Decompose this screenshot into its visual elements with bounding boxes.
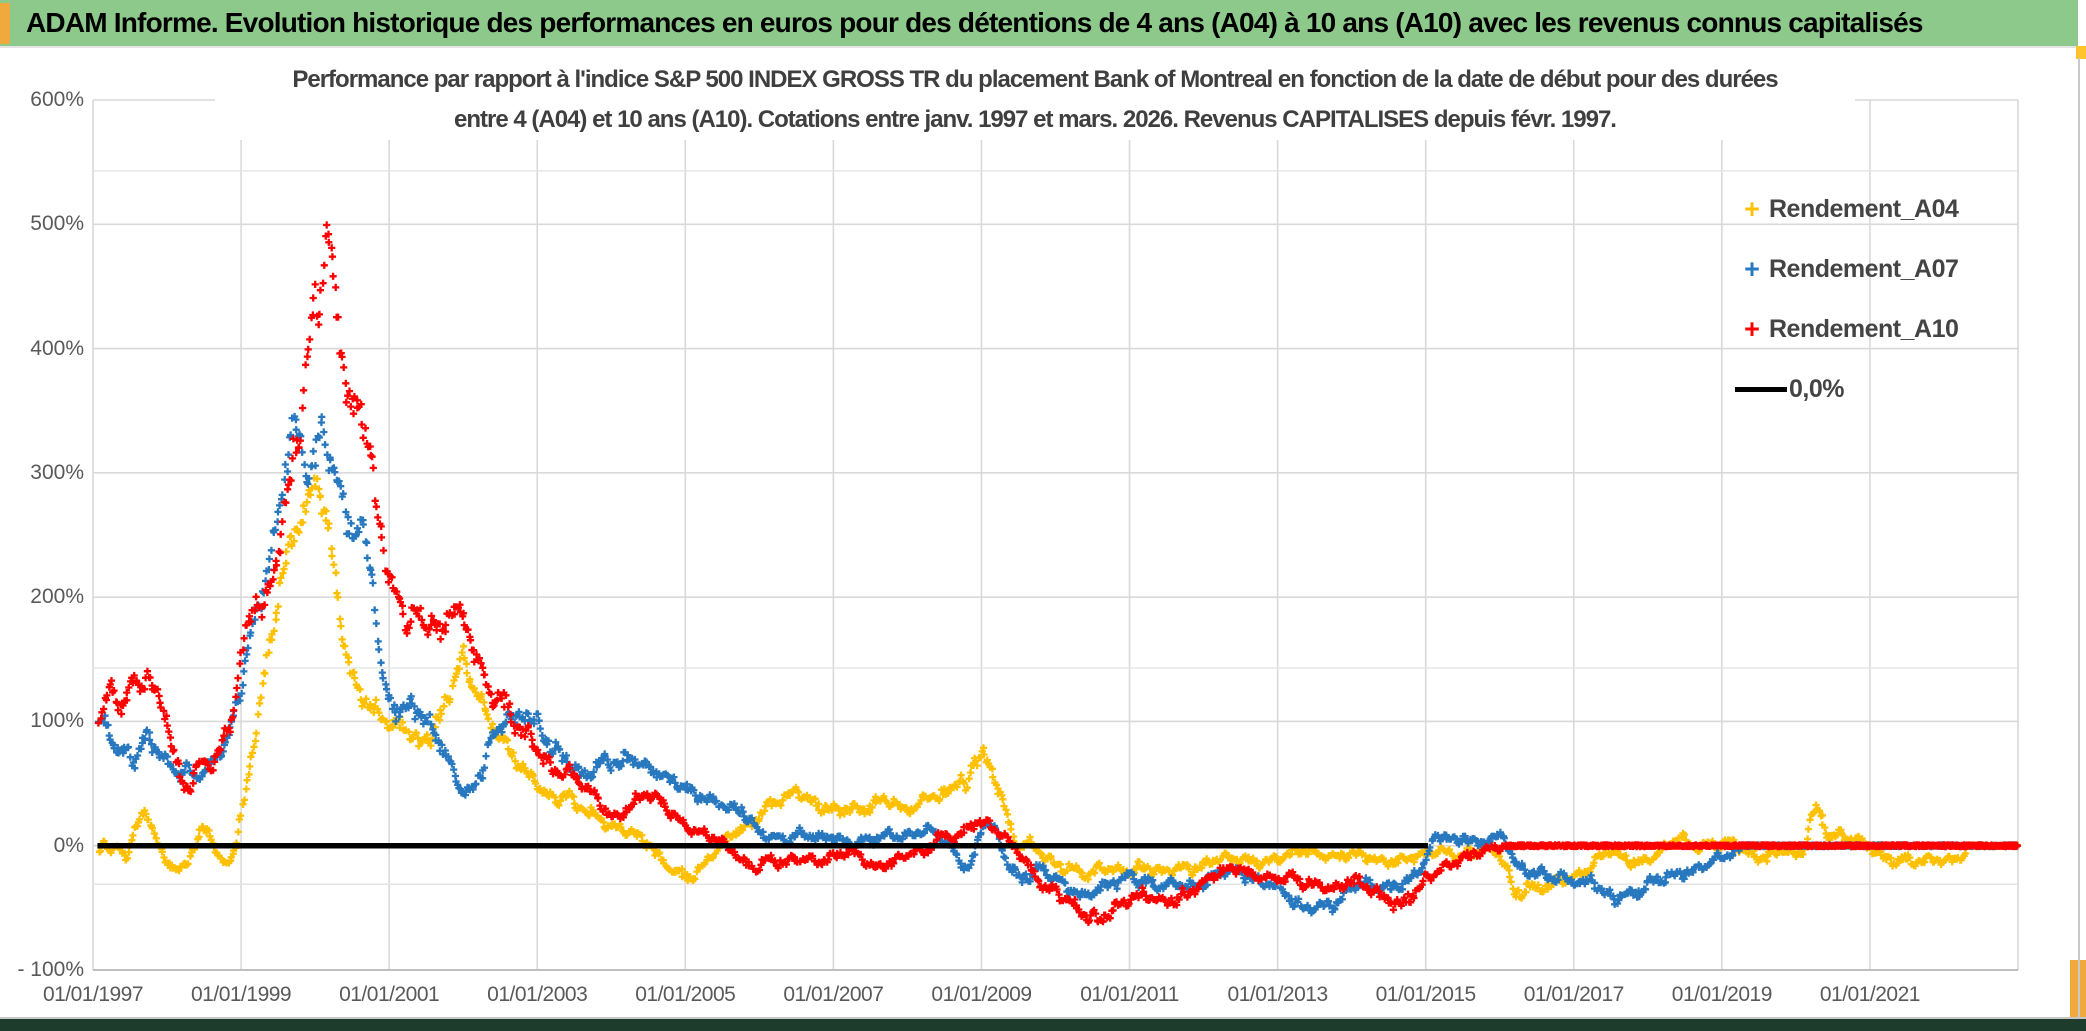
x-tick-label: 01/01/2001 <box>339 983 440 1006</box>
chart-object-border <box>2078 58 2080 1017</box>
x-tick-label: 01/01/2015 <box>1375 983 1477 1006</box>
x-tick-label: 01/01/2009 <box>931 983 1032 1006</box>
banner: ADAM Informe. Evolution historique des p… <box>0 0 2078 48</box>
plus-marker-icon: + <box>1744 193 1760 224</box>
legend: + Rendement_A04 + Rendement_A07 + Rendem… <box>1735 179 1995 419</box>
selection-accent-right <box>2076 46 2086 59</box>
y-tick-label: 200% <box>30 585 84 609</box>
x-tick-label: 01/01/2013 <box>1227 983 1329 1006</box>
chart-title-line1: Performance par rapport à l'indice S&P 5… <box>292 66 1778 93</box>
legend-item-zero-line[interactable]: 0,0% <box>1735 359 1995 419</box>
y-tick-label: 300% <box>30 460 84 484</box>
chart-title-line2: entre 4 (A04) et 10 ans (A10). Cotations… <box>454 106 1617 133</box>
banner-title: ADAM Informe. Evolution historique des p… <box>26 7 1923 38</box>
x-tick-label: 01/01/2011 <box>1080 983 1179 1006</box>
y-tick-label: 600% <box>30 88 84 111</box>
x-tick-label: 01/01/2007 <box>783 983 884 1006</box>
x-tick-label: 01/01/2019 <box>1671 983 1773 1006</box>
x-tick-label: 01/01/2017 <box>1523 983 1625 1006</box>
chart-title: Performance par rapport à l'indice S&P 5… <box>215 60 1855 140</box>
legend-item-rendement-a10[interactable]: + Rendement_A10 <box>1735 299 1995 359</box>
legend-item-rendement-a07[interactable]: + Rendement_A07 <box>1735 239 1995 299</box>
y-tick-label: 400% <box>30 336 84 360</box>
legend-item-rendement-a04[interactable]: + Rendement_A04 <box>1735 179 1995 239</box>
legend-label: Rendement_A10 <box>1769 314 1959 343</box>
x-tick-label: 01/01/2021 <box>1819 983 1921 1006</box>
y-tick-label: 500% <box>30 212 84 236</box>
statusbar-separator <box>0 1017 2086 1019</box>
x-tick-label: 01/01/2005 <box>635 983 736 1006</box>
legend-label: Rendement_A07 <box>1769 254 1959 283</box>
y-tick-label: 0% <box>53 833 84 857</box>
plus-marker-icon: + <box>1744 313 1760 344</box>
series-Rendement_A10[interactable] <box>94 221 2021 926</box>
x-tick-label: 01/01/1997 <box>42 983 144 1006</box>
series-Rendement_A04[interactable] <box>95 474 2021 902</box>
line-swatch-icon <box>1735 386 1787 392</box>
legend-label: Rendement_A04 <box>1769 194 1959 223</box>
plus-marker-icon: + <box>1744 253 1760 284</box>
y-tick-label: - 100% <box>17 958 84 981</box>
x-tick-label: 01/01/1999 <box>191 983 292 1006</box>
selection-accent-top-left <box>0 3 10 44</box>
legend-label: 0,0% <box>1789 374 1844 403</box>
y-tick-label: 100% <box>30 709 84 733</box>
x-tick-label: 01/01/2003 <box>487 983 588 1006</box>
status-bar <box>0 1019 2086 1031</box>
